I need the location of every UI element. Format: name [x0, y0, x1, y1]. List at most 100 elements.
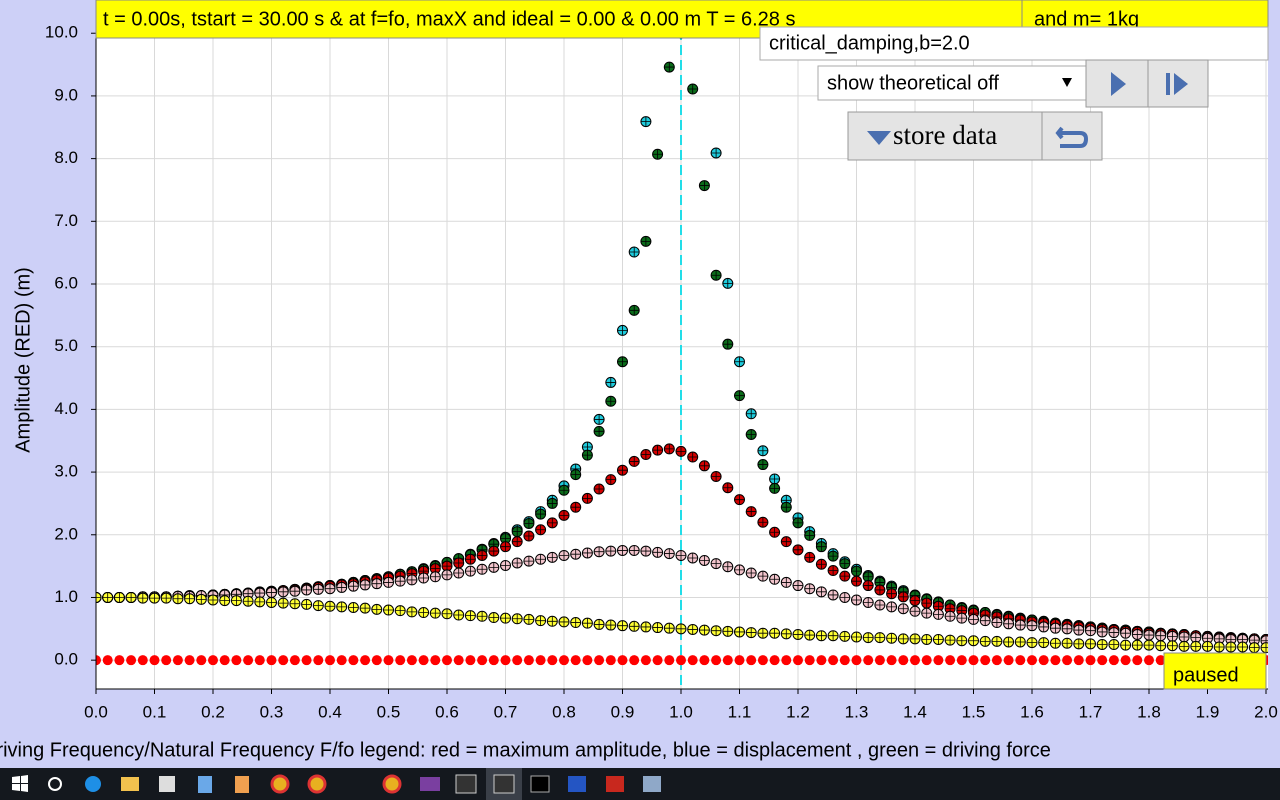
marker-circle — [371, 655, 382, 666]
marker-cross — [1003, 618, 1014, 629]
data-point — [652, 444, 664, 456]
taskbar-icon[interactable] — [121, 777, 139, 791]
taskbar-icon[interactable] — [455, 774, 477, 794]
taskbar-icon[interactable] — [235, 776, 249, 793]
data-point — [722, 625, 734, 637]
data-point — [172, 593, 184, 605]
data-point — [1085, 625, 1096, 637]
data-point — [909, 595, 921, 607]
marker-circle — [488, 655, 499, 666]
marker-circle — [430, 655, 441, 666]
marker-cross — [360, 579, 371, 590]
data-point — [208, 655, 218, 666]
data-point — [160, 592, 172, 604]
marker-cross — [1050, 638, 1061, 649]
taskbar-icon[interactable] — [643, 776, 661, 792]
marker-cross — [757, 628, 768, 639]
data-point — [956, 655, 967, 666]
data-point — [839, 655, 850, 666]
data-point — [301, 584, 313, 596]
taskbar-icon[interactable] — [198, 776, 212, 793]
data-point — [757, 459, 769, 471]
marker-cross — [395, 605, 406, 616]
data-point — [1131, 639, 1143, 651]
axes: 0.0 1.0 2.0 3.0 4.0 5.0 6.0 7.0 8.0 9.0 10.0 0.0 0.1… — [45, 0, 1278, 721]
data-point — [628, 304, 640, 316]
marker-cross — [442, 608, 452, 619]
taskbar-icon[interactable] — [307, 774, 327, 794]
marker-cross — [629, 456, 640, 467]
taskbar-icon[interactable] — [85, 776, 101, 792]
marker-cross — [1015, 636, 1026, 647]
marker-circle — [383, 655, 394, 666]
taskbar-icon[interactable] — [270, 774, 290, 794]
taskbar-icon[interactable] — [568, 776, 586, 792]
data-point — [1178, 631, 1190, 643]
marker-cross — [640, 236, 651, 247]
marker-cross — [804, 552, 815, 563]
data-point — [570, 655, 581, 666]
data-point — [722, 561, 734, 573]
marker-cross — [746, 429, 757, 440]
data-point — [500, 612, 511, 624]
x-tick-label: 1.9 — [1196, 702, 1220, 721]
marker-cross — [921, 598, 932, 609]
marker-cross — [605, 620, 616, 631]
data-point — [874, 599, 886, 611]
data-point — [418, 572, 430, 584]
reset-button[interactable] — [1041, 111, 1103, 161]
marker-circle — [734, 655, 745, 666]
data-point — [757, 655, 768, 666]
x-tick-label: 0.7 — [494, 702, 518, 721]
data-point — [594, 655, 605, 666]
data-point — [828, 655, 839, 666]
marker-cross — [1225, 641, 1236, 652]
marker-cross — [898, 591, 909, 602]
marker-cross — [313, 600, 324, 611]
data-point — [1108, 638, 1120, 650]
marker-cross — [874, 584, 885, 595]
data-point — [488, 545, 500, 557]
taskbar-icon[interactable] — [382, 774, 402, 794]
data-point — [546, 615, 558, 627]
marker-cross — [746, 627, 757, 638]
marker-circle — [1108, 655, 1119, 666]
y-tick-label: 2.0 — [54, 524, 78, 543]
taskbar-icon[interactable] — [606, 776, 624, 792]
data-point — [640, 235, 652, 247]
marker-cross — [465, 566, 476, 577]
marker-cross — [722, 626, 733, 637]
marker-cross — [1085, 625, 1096, 636]
marker-circle — [863, 655, 874, 666]
marker-cross — [523, 531, 534, 542]
start-button[interactable] — [12, 775, 28, 792]
damping-field[interactable] — [759, 26, 1269, 61]
taskbar-icon[interactable] — [420, 777, 440, 791]
data-point — [769, 573, 781, 585]
marker-cross — [804, 530, 815, 541]
data-point — [722, 338, 734, 350]
taskbar-icon[interactable] — [530, 775, 550, 793]
data-point — [1049, 637, 1061, 649]
marker-circle — [301, 655, 312, 666]
marker-cross — [757, 571, 768, 582]
marker-cross — [640, 449, 651, 460]
data-point — [195, 593, 207, 605]
data-point — [698, 180, 710, 192]
taskbar-icon[interactable] — [493, 774, 515, 794]
search-button[interactable] — [48, 777, 62, 791]
data-point — [219, 595, 231, 607]
taskbar-icon[interactable] — [159, 776, 175, 792]
data-point — [769, 482, 781, 494]
data-point — [675, 623, 687, 635]
marker-cross — [547, 517, 558, 528]
marker-cross — [605, 474, 616, 485]
marker-cross — [1237, 641, 1248, 652]
data-point — [1038, 637, 1050, 649]
x-tick-label: 1.7 — [1079, 702, 1103, 721]
theory-select[interactable] — [817, 65, 1087, 101]
data-point — [874, 632, 886, 644]
data-point — [605, 619, 617, 631]
store-button-text: store data — [893, 120, 997, 150]
theory-select-text: show theoretical off — [827, 72, 999, 94]
